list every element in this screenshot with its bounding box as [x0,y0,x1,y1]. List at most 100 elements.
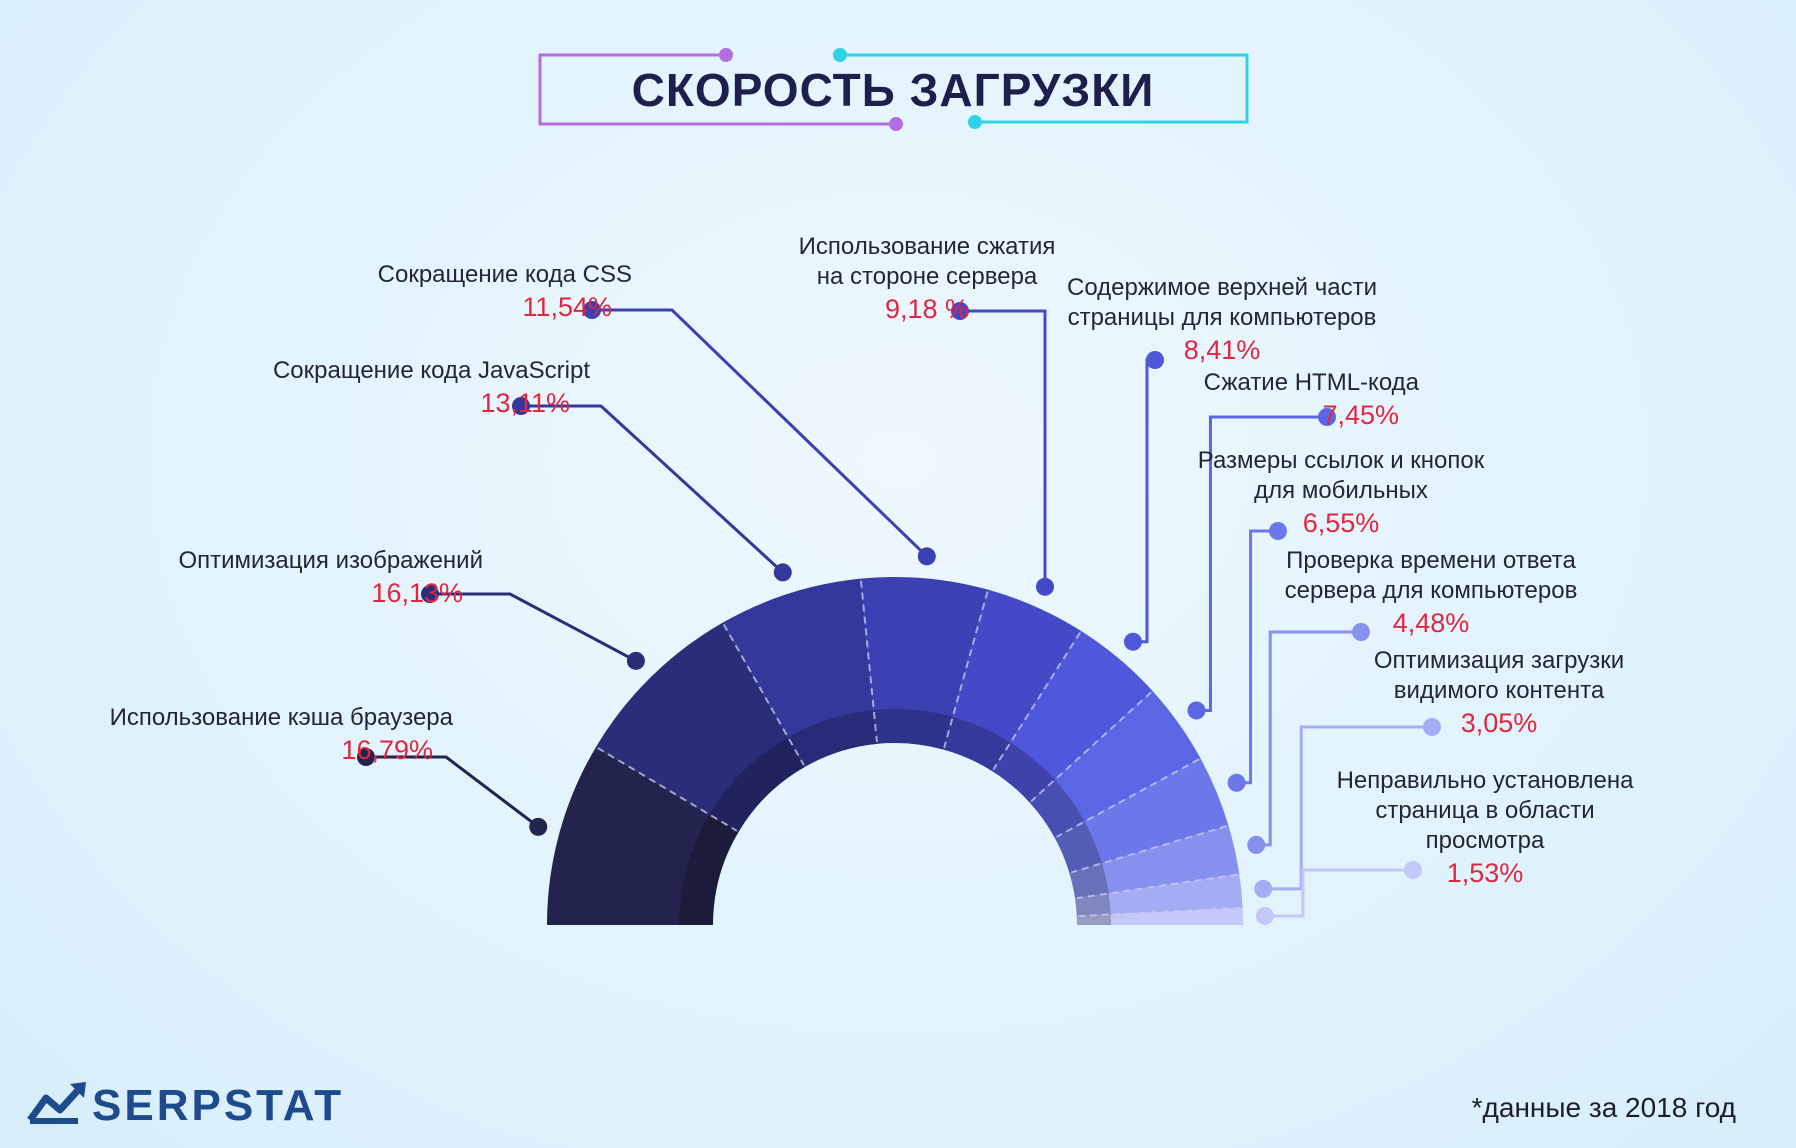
slice-inner-shade [788,710,878,767]
slice-label: Сокращение кода JavaScript [273,357,590,384]
serpstat-chart-logo-icon [27,1082,86,1124]
leader-dot [1187,701,1206,720]
slice-divider [992,632,1081,771]
brand-logo: SERPSTAT [27,1081,344,1130]
slice-8 [1054,758,1229,873]
slice-divider [943,591,989,748]
slice-label: Сжатие HTML-кода [1204,369,1420,396]
leader-lines [357,301,1441,925]
leader-line [521,404,784,574]
leader-dot [626,651,645,670]
slice-label: Неправильно установлена [1337,767,1635,794]
slice-value-label: 8,41% [1184,335,1261,365]
leader-dot [1255,906,1274,925]
slice-divider [1078,907,1241,917]
leader-dot [773,563,792,582]
leader-dot [357,748,375,766]
slice-value-label: 4,48% [1393,608,1470,638]
leader-dot [1035,577,1054,596]
slice-label: страница в области [1375,797,1594,824]
leader-line [960,309,1047,587]
slice-inner-shade [1069,863,1109,899]
leader-dot [1247,835,1266,854]
slice-divider [859,580,878,742]
title-frame: СКОРОСТЬ ЗАГРУЗКИ [538,48,1249,131]
leader-line [592,308,928,558]
slice-inner-shade [1054,821,1102,873]
leader-line [1236,529,1278,785]
slice-inner-shade [709,737,805,832]
leader-dot [1269,522,1287,540]
slice-value-label: 7,45% [1322,400,1399,430]
slice-label: видимого контента [1394,677,1605,704]
footnote: *данные за 2018 год [1472,1092,1736,1123]
leader-dot [583,301,601,319]
slice-value-label: 1,53% [1447,858,1524,888]
leader-dot [1254,879,1273,898]
slice-inner-shade [992,742,1055,803]
slice-7 [1029,690,1201,838]
slice-divider [597,747,738,832]
slice-value-label: 11,54% [522,292,612,322]
leader-dot [1352,623,1370,641]
leader-line [1256,630,1361,847]
brand-name: SERPSTAT [92,1081,344,1130]
slice-inner-shade [1029,779,1085,838]
leader-dot [512,397,530,415]
leader-dot [1227,773,1246,792]
title-frame-dot [968,115,982,129]
title-frame-dot [889,117,903,131]
slice-label: страницы для компьютеров [1068,304,1377,331]
leader-dot [529,817,548,836]
leader-dot [1423,718,1441,736]
leader-line [1133,358,1155,644]
slice-label: Проверка времени ответа [1286,547,1576,574]
slice-label: Использование сжатия [799,233,1056,260]
leader-dot [917,547,936,566]
slice-inner-shade [1075,893,1111,917]
slice-3 [722,578,878,767]
title-frame-right-stroke [840,53,1249,124]
slice-label: на стороне сервера [817,263,1038,290]
leader-dot [1404,861,1422,879]
leader-line [1264,868,1413,918]
title-frame-dot [833,48,847,62]
slice-value-label: 16,13% [371,578,463,608]
slice-5 [943,589,1082,772]
slice-inner-shade [943,716,1011,772]
leader-line [366,755,540,829]
slice-inner-shade [873,708,953,750]
leader-line [430,592,637,663]
slice-label: Оптимизация изображений [178,547,483,574]
slice-label: Содержимое верхней части [1067,274,1377,301]
leader-line [1263,725,1432,891]
slice-divider [1030,691,1152,803]
slice-label: просмотра [1426,827,1545,854]
leader-dot [1123,632,1142,651]
leader-dot [421,585,439,603]
leader-dot [951,302,969,320]
chart-title: СКОРОСТЬ ЗАГРУЗКИ [632,64,1155,116]
slice-value-label: 16,79% [341,735,433,765]
slice-inner-shade [679,814,739,925]
slice-label: Сокращение кода CSS [378,261,632,288]
leader-dot [1318,408,1336,426]
slice-label: для мобильных [1254,477,1428,504]
slice-1 [547,746,739,925]
slice-label: Размеры ссылок и кнопок [1198,447,1485,474]
slice-value-label: 3,05% [1461,708,1538,738]
title-frame-left-stroke [538,53,896,126]
slice-value-label: 13,11% [480,388,570,418]
title-frame-dot [719,48,733,62]
slice-value-label: 9,18 % [885,294,969,324]
slice-inner-shade [1076,914,1111,925]
slice-divider [1071,825,1227,874]
slice-2 [595,622,805,832]
slice-dividers [597,580,1241,917]
slice-10 [1075,874,1243,917]
slice-value-label: 6,55% [1303,508,1380,538]
slice-label: Оптимизация загрузки [1374,647,1624,674]
slice-4 [860,576,989,750]
slice-11 [1076,907,1243,925]
